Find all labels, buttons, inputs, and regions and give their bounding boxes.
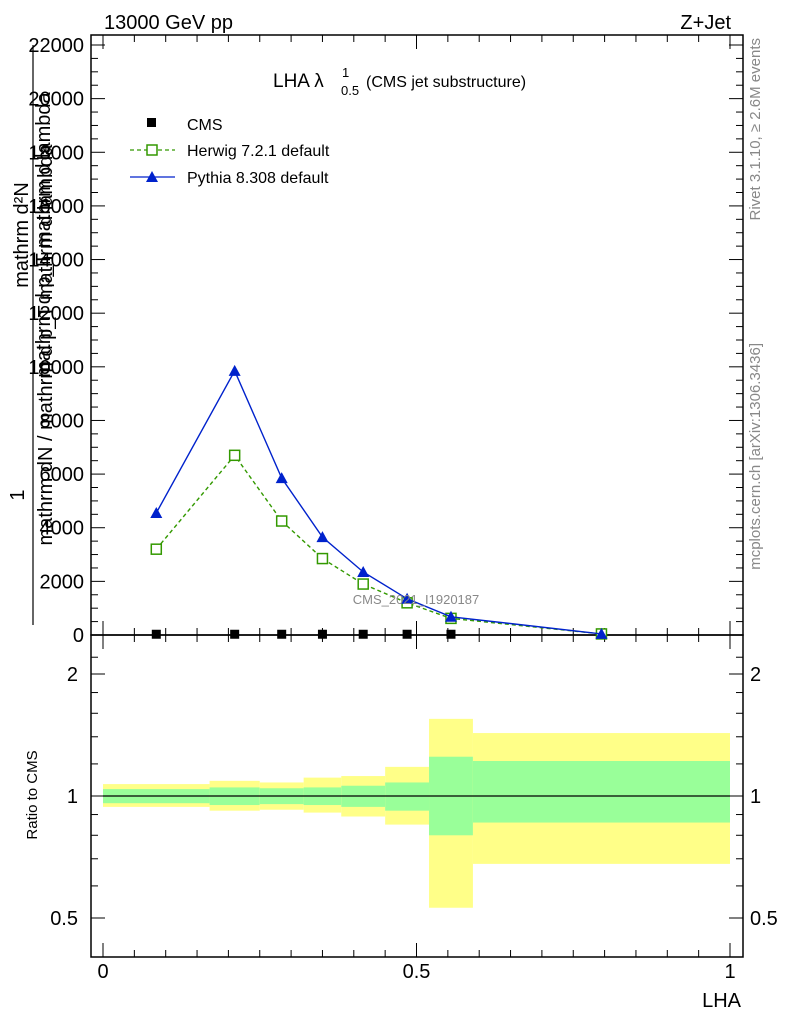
y-tick-label: 2000 [40, 571, 85, 593]
ylabel-bottom: mathrm dN / mathrm d p_T mathrm d lambda [35, 144, 57, 546]
data-point-cms [317, 629, 327, 639]
y-tick-label: 12000 [28, 303, 84, 325]
data-point-pythia [150, 506, 163, 518]
header-energy: 13000 GeV pp [104, 12, 233, 34]
data-point-cms [277, 629, 287, 639]
y-tick-label: 20000 [28, 89, 84, 111]
ratio-y-tick-label-right: 0.5 [750, 908, 778, 930]
data-point-herwig [150, 543, 163, 555]
ratio-y-tick-label-left: 2 [67, 664, 78, 686]
data-point-pythia [444, 610, 457, 622]
legend-label-cms: CMS [187, 117, 223, 134]
y-tick-label: 22000 [28, 35, 84, 57]
data-point-herwig [357, 578, 369, 590]
series-line-2 [155, 369, 602, 635]
series-line-1 [155, 454, 602, 635]
data-point-herwig [228, 449, 241, 462]
title-note: (CMS jet substructure) [366, 74, 526, 91]
x-tick-label: 0.5 [403, 961, 431, 983]
data-point-pythia [275, 472, 288, 484]
legend-marker-cms [147, 118, 156, 127]
main-y-axis-label: mathrm d²N mathrm d p_T mathrm d lambda … [7, 45, 57, 625]
ylabel-one: 1 [7, 489, 29, 500]
svg-text:LHA λ: LHA λ [273, 71, 324, 92]
y-tick-label: 18000 [28, 142, 84, 164]
main-series [150, 364, 608, 640]
ylabel-denominator: mathrm d p_T mathrm d lambda [33, 91, 55, 377]
data-point-herwig [275, 515, 288, 527]
y-tick-label: 16000 [28, 196, 84, 218]
ratio-y-tick-label-left: 0.5 [50, 908, 78, 930]
legend-marker-pythia [146, 171, 158, 182]
legend-label-herwig: Herwig 7.2.1 default [187, 143, 330, 160]
data-point-cms [151, 629, 161, 639]
title-superscript: 1 [342, 65, 349, 80]
data-point-pythia [228, 364, 241, 376]
ratio-axes: 0.5 0.5 1 1 2 2 0 0.5 1 [50, 635, 778, 983]
ratio-y-tick-label-right: 1 [750, 786, 761, 808]
data-point-pythia [357, 565, 370, 577]
data-point-herwig [316, 552, 329, 565]
x-axis-label: LHA [702, 990, 742, 1012]
header-process: Z+Jet [680, 12, 731, 34]
y-tick-label: 8000 [40, 410, 85, 432]
y-tick-label: 10000 [28, 357, 84, 379]
ratio-y-tick-label-left: 1 [67, 786, 78, 808]
stat-band-bin [472, 761, 730, 823]
x-tick-label: 0 [97, 961, 108, 983]
legend-label-pythia: Pythia 8.308 default [187, 170, 329, 187]
data-point-cms [402, 629, 412, 639]
x-tick-label: 1 [724, 961, 735, 983]
legend-marker-herwig [146, 144, 158, 156]
data-point-cms [358, 629, 368, 639]
ylabel-numerator: mathrm d²N [11, 182, 33, 288]
rivet-version-label: Rivet 3.1.10, ≥ 2.6M events [747, 38, 764, 221]
mcplots-label: mcplots.cern.ch [arXiv:1306.3436] [747, 343, 764, 570]
data-point-cms [446, 629, 456, 639]
ratio-error-bands [103, 718, 730, 908]
data-point-pythia [316, 531, 329, 543]
legend: CMS Herwig 7.2.1 default Pythia 8.308 de… [130, 117, 330, 187]
y-tick-label: 4000 [40, 518, 85, 540]
y-tick-label: 0 [73, 625, 84, 647]
main-axes: 0 2000 4000 6000 8000 10000 12000 14000 16000 180… [28, 35, 743, 647]
data-point-pythia [401, 592, 414, 604]
y-tick-label: 6000 [40, 464, 85, 486]
title-subscript: 0.5 [341, 83, 359, 98]
ratio-y-tick-label-right: 2 [750, 664, 761, 686]
title-main: LHA λ [273, 71, 324, 92]
y-tick-label: 14000 [28, 250, 84, 272]
plot-title: LHA λ 1 0.5 (CMS jet substructure) [273, 65, 526, 98]
data-point-cms [230, 629, 240, 639]
data-point-pythia [595, 627, 608, 639]
analysis-watermark: CMS_2021_I1920187 [353, 592, 480, 607]
ratio-y-axis-label: Ratio to CMS [24, 750, 41, 839]
